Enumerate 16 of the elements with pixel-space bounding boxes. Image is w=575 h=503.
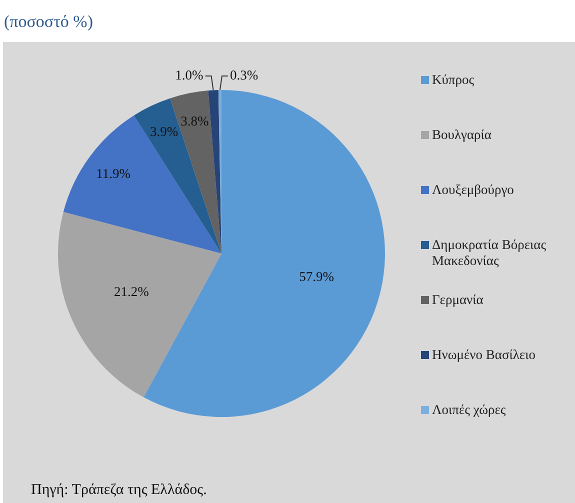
- legend-label: Δημοκρατία Βόρειας Μακεδονίας: [432, 237, 548, 269]
- data-label: 3.9%: [150, 124, 178, 139]
- data-label: 57.9%: [299, 269, 334, 284]
- legend-label: Λουξεμβούργο: [432, 182, 514, 198]
- data-label: 21.2%: [114, 284, 149, 300]
- data-label: 11.9%: [96, 166, 130, 181]
- text: Πηγή: Τράπεζα της Ελλάδος.: [31, 482, 207, 499]
- legend-label: Λοιπές χώρες: [432, 402, 506, 418]
- legend-label: Βουλγαρία: [432, 127, 492, 143]
- legend-label: Γερμανία: [432, 292, 484, 308]
- data-label: 0.3%: [230, 68, 258, 83]
- data-label: 1.0%: [175, 68, 204, 83]
- legend-label: Ηνωμένο Βασίλειο: [432, 347, 536, 363]
- chart-title: (ποσοστό %): [4, 12, 93, 32]
- legend-label: Κύπρος: [432, 72, 474, 88]
- data-label: 3.8%: [180, 114, 209, 129]
